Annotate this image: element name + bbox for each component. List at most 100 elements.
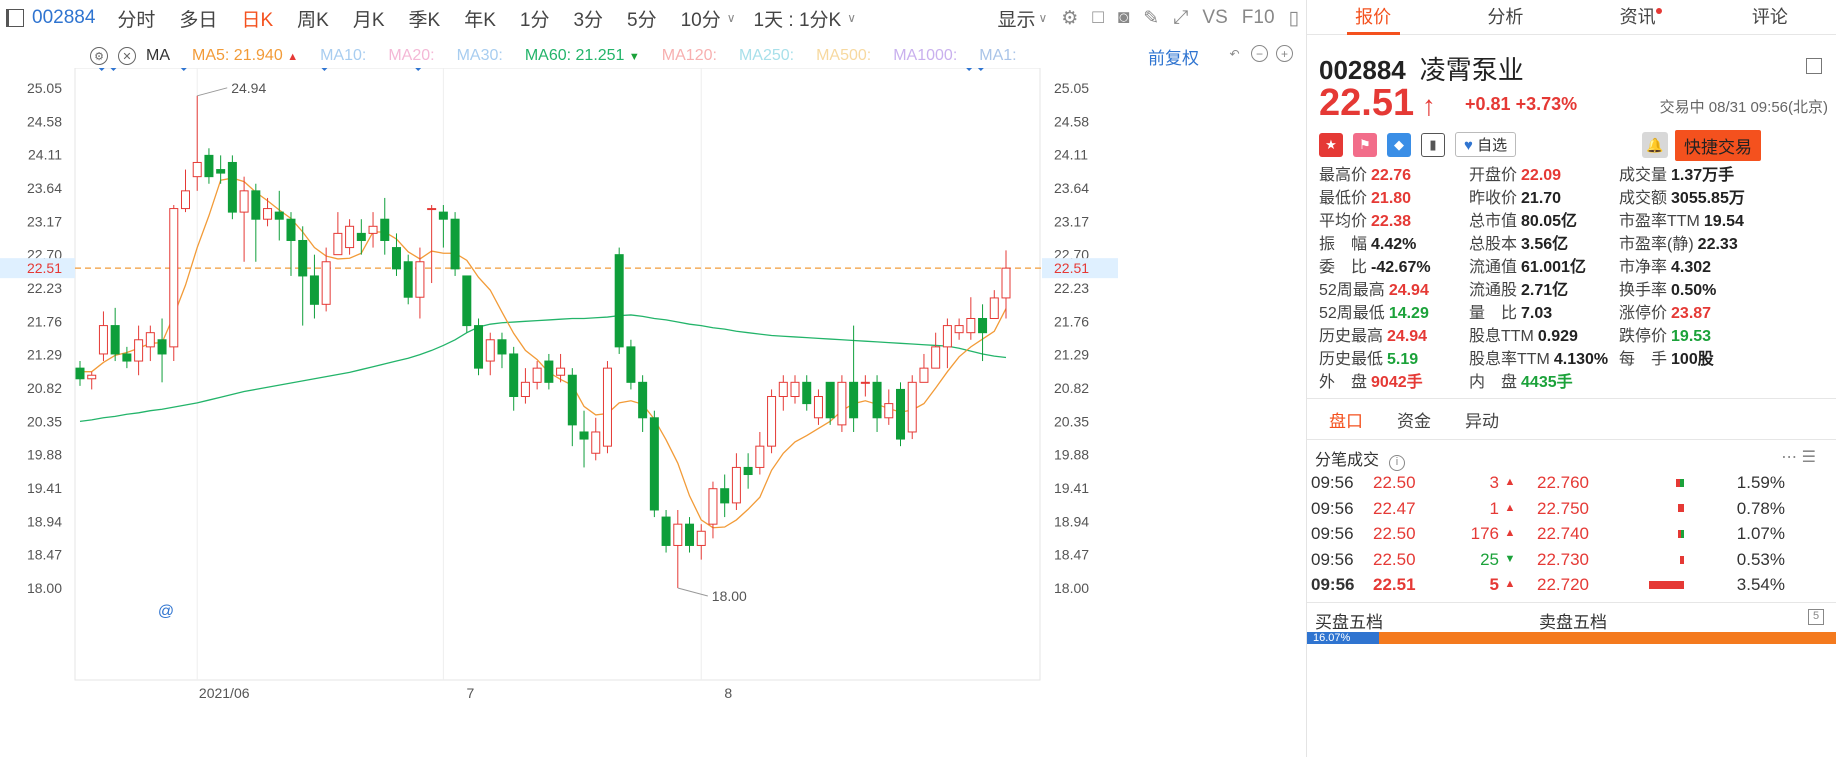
gear-icon[interactable]: ⚙ [90,47,108,65]
level-bar-fill [1649,581,1684,590]
level-bar-green [1679,478,1684,487]
more-icon[interactable]: ⋯ ☰ [1781,449,1816,466]
period-1min[interactable]: 1分 [519,9,550,31]
y-tick-label-left: 19.41 [27,480,62,496]
price-level-row: 22.730 0.53% [1537,547,1827,573]
stat-value: 21.70 [1521,190,1562,207]
pencil-icon[interactable]: ✎ [1143,7,1160,29]
event-marker [110,68,117,71]
period-multiday[interactable]: 多日 [179,9,218,31]
event-marker [966,68,973,71]
tab-comments[interactable]: 评论 [1751,7,1788,27]
intraday-select[interactable]: 1天 : 1分K [753,9,842,31]
runner-icon[interactable]: ⚑ [1353,132,1377,157]
event-marker [321,68,328,71]
stat-cell: 52周最低 14.29 [1319,302,1469,325]
trade-price: 22.50 [1373,473,1416,492]
candle-body [474,325,484,369]
ma-indicator-bar: ⚙ ✕ MA MA5: 21.940 ▲ MA10: MA20: MA30: M… [90,44,1039,68]
period-10min[interactable]: 10分 [680,9,721,31]
annotation-leader [677,587,708,597]
ma-label[interactable]: MA [146,47,170,64]
period-daily-k[interactable]: 日K [241,9,274,31]
x-tick-label: 8 [724,685,732,701]
y-tick-label-left: 21.76 [27,313,62,329]
candle-body [216,169,226,174]
tab-capital[interactable]: 资金 [1397,411,1431,431]
stat-label: 换手率 [1619,282,1668,299]
stat-value: 0.929 [1537,328,1578,345]
candle-body [708,488,718,525]
quote-stats: 最高价 22.76 开盘价 22.09 成交量 1.37万手 最低价 21.80 昨收价 21.7… [1319,164,1834,394]
tab-news[interactable]: 资讯 [1572,0,1704,34]
vs-button[interactable]: VS [1202,7,1228,28]
panel-toggle-icon[interactable] [6,9,24,27]
chevron-down-icon[interactable]: ∨ [1038,11,1048,25]
display-menu[interactable]: 显示 [997,9,1036,31]
list-icon[interactable] [1806,58,1822,74]
stock-code[interactable]: 002884 [32,7,96,28]
camera-icon[interactable]: ◙ [1117,7,1130,28]
chevron-down-icon[interactable]: ∨ [847,11,856,25]
stat-label: 委 比 [1319,259,1368,276]
info-icon[interactable]: i [1389,455,1406,471]
bell-icon[interactable]: 🔔 [1642,132,1668,158]
candle-body [567,374,577,426]
candle-body [813,396,823,419]
stats-row: 52周最高 24.94 流通股 2.71亿 换手率 0.50% [1319,279,1834,302]
gear-icon[interactable]: ⚙ [1061,7,1079,29]
stat-value: 3.56亿 [1521,236,1569,253]
candle-body [134,339,144,362]
china-flag-icon[interactable]: ★ [1319,132,1343,157]
trade-volume: 25 [1480,549,1499,569]
close-icon[interactable]: ✕ [118,47,136,65]
candle-body [169,208,179,348]
trade-volume: 3 [1489,473,1499,492]
fullscreen-icon[interactable]: ⤢ [1173,7,1189,28]
stat-cell: 振 幅 4.42% [1319,233,1469,256]
bookmark-icon[interactable]: ▮ [1421,132,1445,157]
candle-body [638,381,648,419]
candle-body [427,208,437,211]
event-marker [180,68,187,71]
square-icon[interactable]: □ [1092,7,1104,28]
tag-icon[interactable]: ◆ [1387,132,1411,157]
candle-body [520,381,530,398]
period-3min[interactable]: 3分 [573,9,604,31]
tab-quote[interactable]: 报价 [1307,0,1439,35]
stat-cell: 委 比 -42.67% [1319,256,1469,279]
tab-orderbook[interactable]: 盘口 [1329,411,1363,431]
depth-toggle-icon[interactable]: 5 [1808,609,1824,625]
tab-movement[interactable]: 异动 [1465,411,1499,431]
chevron-down-icon[interactable]: ∨ [726,11,736,25]
zoom-in-icon[interactable]: + [1276,45,1293,62]
candle-body [391,247,401,270]
ma60-value: MA60: 21.251 ▼ [524,47,640,64]
forward-adjust-button[interactable]: 前复权 [1148,49,1199,68]
stat-value: 24.94 [1388,282,1429,299]
period-intraday[interactable]: 分时 [117,9,156,31]
buy-five-label[interactable]: 买盘五档 [1315,613,1383,632]
tab-analysis[interactable]: 分析 [1487,7,1524,27]
sell-five-label[interactable]: 卖盘五档 [1539,613,1607,632]
stat-cell: 总股本 3.56亿 [1469,233,1619,256]
chart-area: 002884 分时 多日 日K 周K 月K 季K 年K 1分 3分 5分 10分… [0,0,1307,757]
period-yearly-k[interactable]: 年K [464,9,496,31]
candle-body [298,239,308,277]
period-5min[interactable]: 5分 [627,9,657,31]
period-monthly-k[interactable]: 月K [352,9,385,31]
stat-cell: 市净率 4.302 [1619,256,1834,279]
fast-trade-button[interactable]: 快捷交易 [1675,130,1761,161]
zoom-out-icon[interactable]: − [1251,45,1268,62]
undo-icon[interactable]: ↶ [1229,46,1240,61]
candlestick-chart[interactable]: 25.05 25.05 24.58 24.58 24.11 24.11 23.64 23.64… [0,68,1306,758]
period-weekly-k[interactable]: 周K [297,9,329,31]
period-quarterly-k[interactable]: 季K [408,9,441,31]
add-watchlist-button[interactable]: ♥ 自选 [1455,132,1517,157]
y-tick-label-right: 18.47 [1054,547,1089,563]
candle-body [626,346,636,383]
ma250-value: MA250: [738,47,795,64]
f10-button[interactable]: F10 [1241,7,1275,28]
level-price: 22.730 [1537,549,1589,569]
sidebar-toggle-icon[interactable]: ▯ [1288,7,1299,29]
